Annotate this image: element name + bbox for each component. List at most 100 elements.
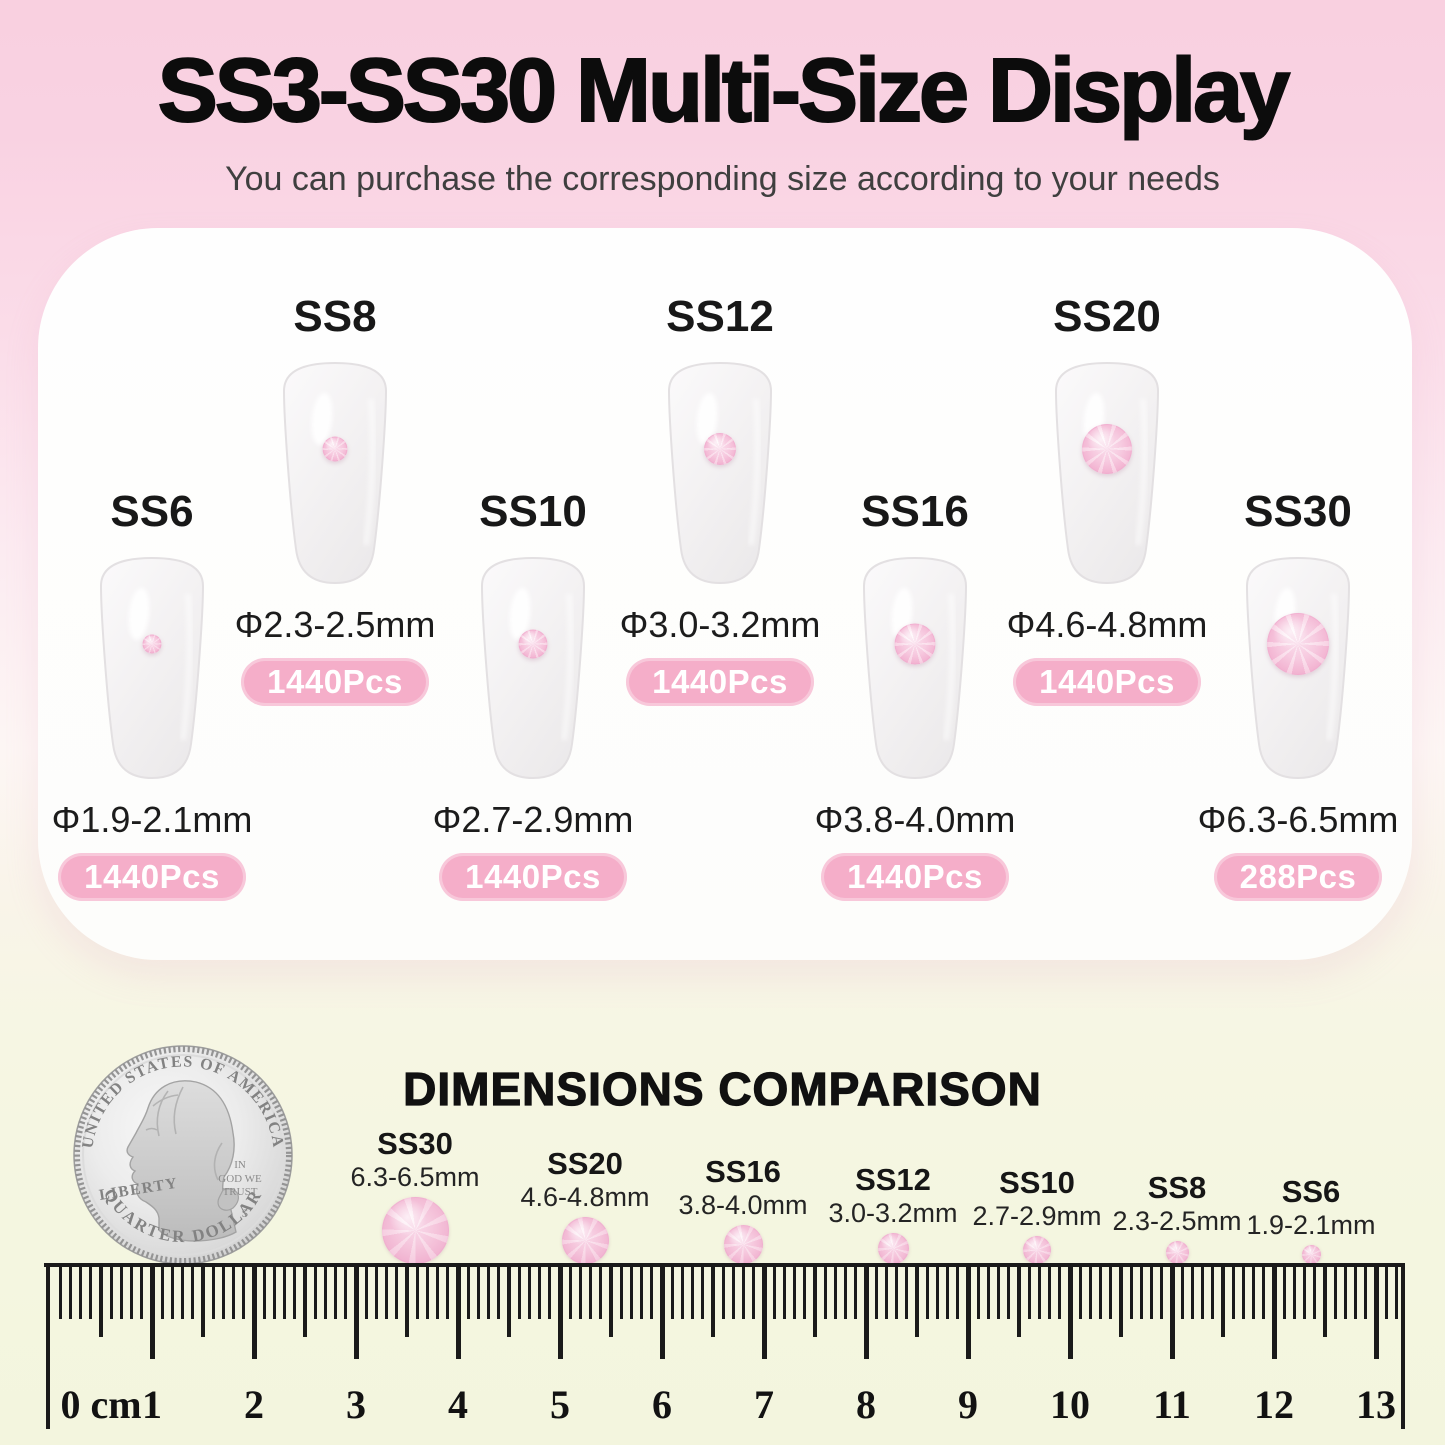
ruler-tick	[761, 1267, 767, 1359]
ruler-tick	[353, 1267, 359, 1359]
ruler-tick	[1211, 1267, 1215, 1319]
ruler-tick	[557, 1267, 563, 1359]
quarter-coin: UNITED STATES OF AMERICA QUARTER DOLLAR …	[73, 1045, 293, 1265]
ruler-tick	[1303, 1267, 1307, 1319]
comparison-item-ss6: SS6 1.9-2.1mm	[1221, 1175, 1401, 1264]
ruler-tick	[1160, 1267, 1164, 1319]
ruler-tick	[89, 1267, 93, 1319]
rhinestone-gem	[704, 433, 736, 465]
ruler-tick	[1271, 1267, 1277, 1359]
ruler-tick	[997, 1267, 1001, 1319]
comparison-size-label: SS30	[377, 1126, 453, 1162]
ruler-tick	[251, 1267, 257, 1359]
ruler-number: 0 cm	[60, 1382, 142, 1427]
nail-size-label: SS20	[1053, 292, 1161, 341]
count-badge: 1440Pcs	[821, 853, 1009, 901]
diameter-label: Φ6.3-6.5mm	[1197, 799, 1399, 840]
nail-size-label: SS8	[293, 292, 377, 341]
nail-column-ss8: SS8 Φ2.3-2.5mm 1440Pcs	[220, 295, 450, 706]
ruler-tick	[446, 1267, 450, 1319]
ruler-tick	[487, 1267, 491, 1319]
ruler-tick	[619, 1267, 623, 1319]
comparison-size-range: 2.7-2.9mm	[972, 1201, 1102, 1232]
comparison-size-range: 2.3-2.5mm	[1112, 1206, 1242, 1237]
nail-size-label: SS6	[110, 487, 194, 536]
comparison-item-ss8: SS8 2.3-2.5mm	[1087, 1171, 1267, 1264]
ruler-number: 12	[1254, 1382, 1294, 1427]
ruler-tick	[272, 1267, 276, 1319]
nail-size-label: SS10	[479, 487, 587, 536]
ruler-tick	[772, 1267, 776, 1319]
ruler-tick	[1139, 1267, 1143, 1319]
ruler-tick	[965, 1267, 971, 1359]
ruler-number: 8	[856, 1382, 876, 1427]
diameter-label: Φ3.0-3.2mm	[619, 604, 821, 645]
rhinestone-gem	[518, 629, 548, 659]
ruler-tick	[364, 1267, 368, 1319]
ruler-tick	[1109, 1267, 1113, 1319]
ruler-tick	[711, 1267, 715, 1337]
nail-tip-graphic	[667, 361, 773, 585]
ruler-tick	[935, 1267, 939, 1319]
nail-image	[1041, 357, 1173, 587]
ruler-tick	[986, 1267, 990, 1319]
ruler-tick	[149, 1267, 155, 1359]
ruler-tick	[1384, 1267, 1388, 1319]
nail-size-label: SS30	[1244, 487, 1352, 536]
ruler-tick	[1364, 1267, 1368, 1319]
ruler-tick	[405, 1267, 409, 1337]
ruler-tick	[242, 1267, 246, 1319]
ruler-tick	[1221, 1267, 1225, 1337]
ruler-tick	[99, 1267, 103, 1337]
ruler-tick	[956, 1267, 960, 1319]
comparison-item-ss20: SS20 4.6-4.8mm	[495, 1147, 675, 1264]
ruler-number: 10	[1050, 1382, 1090, 1427]
ruler-right-edge	[1401, 1263, 1405, 1429]
ruler-tick	[1088, 1267, 1092, 1319]
ruler-tick	[1169, 1267, 1175, 1359]
nail-column-ss20: SS20 Φ4.6-4.8mm 1440Pcs	[992, 295, 1222, 706]
diameter-label: Φ3.8-4.0mm	[814, 799, 1016, 840]
comparison-title: DIMENSIONS COMPARISON	[403, 1062, 1042, 1115]
ruler-tick	[160, 1267, 164, 1319]
comparison-size-range: 6.3-6.5mm	[350, 1162, 480, 1193]
comparison-size-label: SS16	[705, 1154, 781, 1190]
nail-tip-graphic	[480, 556, 586, 780]
ruler-tick	[691, 1267, 695, 1319]
ruler-tick	[670, 1267, 674, 1319]
ruler-tick	[609, 1267, 613, 1337]
ruler-tick	[578, 1267, 582, 1319]
ruler-tick	[436, 1267, 440, 1319]
ruler-tick	[721, 1267, 725, 1319]
nail-tip-graphic	[99, 556, 205, 780]
ruler-tick	[752, 1267, 756, 1319]
comparison-item-ss10: SS10 2.7-2.9mm	[947, 1166, 1127, 1264]
ruler-tick	[497, 1267, 501, 1319]
ruler-tick	[395, 1267, 399, 1319]
ruler-tick	[854, 1267, 858, 1319]
ruler-tick	[884, 1267, 888, 1319]
comparison-item-ss12: SS12 3.0-3.2mm	[803, 1163, 983, 1264]
ruler-tick	[1150, 1267, 1154, 1319]
ruler-tick	[334, 1267, 338, 1319]
page-title: SS3-SS30 Multi-Size Display	[157, 41, 1291, 141]
ruler-tick	[130, 1267, 134, 1319]
ruler-tick	[946, 1267, 950, 1319]
ruler-tick	[68, 1267, 72, 1319]
diameter-label: Φ1.9-2.1mm	[51, 799, 253, 840]
ruler-number: 6	[652, 1382, 672, 1427]
ruler-tick	[262, 1267, 266, 1319]
coin-mint-mark: S	[242, 1206, 249, 1220]
ruler-tick	[742, 1267, 746, 1319]
ruler-tick	[1099, 1267, 1103, 1319]
count-badge: 1440Pcs	[626, 658, 814, 706]
ruler-tick	[344, 1267, 348, 1319]
ruler-tick	[568, 1267, 572, 1319]
ruler-tick	[640, 1267, 644, 1319]
ruler-tick	[844, 1267, 848, 1319]
comparison-size-range: 1.9-2.1mm	[1246, 1210, 1376, 1241]
ruler-tick	[1058, 1267, 1062, 1319]
coin-motto-line: TRUST	[223, 1186, 258, 1198]
comparison-item-ss16: SS16 3.8-4.0mm	[653, 1155, 833, 1264]
diameter-label: Φ4.6-4.8mm	[1006, 604, 1208, 645]
